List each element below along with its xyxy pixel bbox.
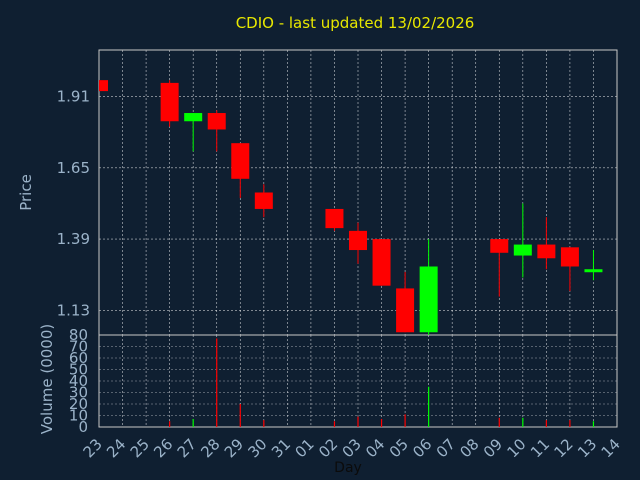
x-tick-label: 29 (221, 435, 247, 461)
candle-body (207, 113, 226, 130)
candle-23 (99, 80, 108, 92)
x-tick-label: 13 (574, 435, 600, 461)
x-tick-label: 05 (386, 435, 412, 461)
x-tick-label: 30 (244, 435, 270, 461)
volume-tick-label: 60 (69, 349, 88, 367)
candle-body (490, 239, 509, 253)
volume-tick-label: 30 (69, 384, 88, 402)
x-tick-label: 28 (197, 435, 223, 461)
volume-tick-label: 10 (69, 407, 88, 425)
price-tick-label: 1.91 (57, 88, 90, 106)
x-axis-label: Day (334, 460, 362, 476)
price-tick-label: 1.13 (57, 301, 90, 319)
x-tick-label: 12 (551, 435, 577, 461)
candle-13 (584, 250, 603, 281)
volume-tick-label: 50 (69, 361, 88, 379)
candle-03 (349, 222, 367, 264)
x-tick-label: 07 (433, 435, 459, 461)
candle-body (560, 247, 579, 267)
candle-10 (513, 203, 532, 278)
volume-tick-label: 70 (69, 338, 88, 356)
x-tick-label: 31 (268, 435, 294, 461)
candle-05 (396, 271, 415, 333)
candle-27 (184, 113, 203, 152)
price-axis-label: Price (17, 174, 35, 211)
candle-body (325, 208, 344, 229)
candle-body (537, 244, 556, 259)
x-tick-label: 24 (103, 435, 129, 461)
candle-04 (372, 239, 391, 286)
x-tick-label: 02 (315, 435, 341, 461)
candle-body (184, 113, 203, 122)
x-tick-label: 27 (174, 435, 200, 461)
volume-tick-label: 20 (69, 395, 88, 413)
candle-body (254, 192, 273, 209)
x-tick-label: 25 (127, 435, 153, 461)
volume-tick-label: 0 (78, 418, 88, 436)
candle-body (160, 82, 179, 122)
candle-26 (160, 80, 179, 127)
candle-28 (207, 110, 226, 152)
chart-title: CDIO - last updated 13/02/2026 (235, 14, 475, 32)
x-tick-label: 14 (598, 435, 624, 461)
candle-body (584, 269, 603, 273)
candle-29 (231, 143, 250, 198)
candle-11 (537, 217, 556, 270)
candle-30 (254, 184, 273, 218)
candle-02 (325, 208, 344, 231)
x-tick-label: 11 (527, 435, 553, 461)
candle-06 (419, 239, 438, 335)
x-tick-label: 08 (456, 435, 482, 461)
x-tick-label: 26 (150, 435, 176, 461)
volume-tick-label: 40 (69, 372, 88, 390)
x-tick-label: 03 (339, 435, 365, 461)
price-tick-label: 1.39 (57, 230, 90, 248)
candle-body (419, 266, 438, 333)
x-tick-label: 01 (292, 435, 318, 461)
x-tick-label: 10 (503, 435, 529, 461)
candle-body (231, 143, 250, 179)
x-tick-label: 09 (480, 435, 506, 461)
candle-body (372, 239, 391, 286)
x-tick-label: 23 (80, 435, 106, 461)
candle-body (513, 244, 532, 256)
candle-body (349, 230, 367, 251)
x-tick-label: 06 (409, 435, 435, 461)
candle-body (99, 80, 108, 92)
candle-12 (560, 247, 579, 292)
x-tick-label: 04 (362, 435, 388, 461)
volume-tick-label: 80 (69, 326, 88, 344)
candle-09 (490, 239, 509, 297)
price-tick-label: 1.65 (57, 159, 90, 177)
volume-axis-label: Volume (0000) (38, 324, 56, 434)
candle-body (396, 288, 415, 333)
